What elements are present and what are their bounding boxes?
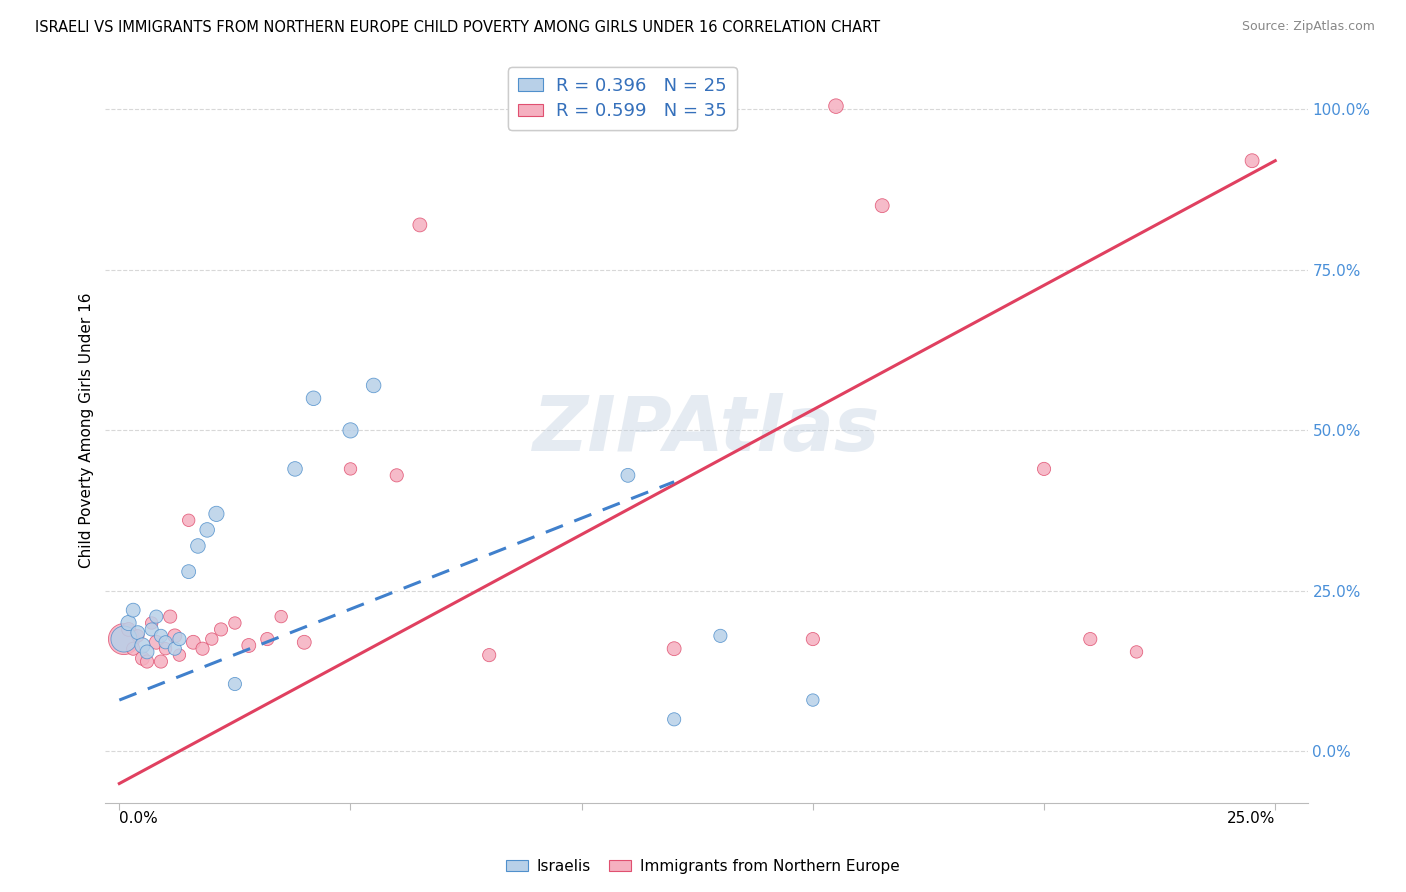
Point	[1078, 632, 1101, 646]
Point	[1125, 645, 1147, 659]
Point	[117, 615, 139, 630]
Point	[112, 632, 135, 646]
Point	[145, 635, 167, 649]
Point	[141, 623, 163, 637]
Text: 25.0%: 25.0%	[1227, 811, 1275, 825]
Point	[825, 99, 848, 113]
Point	[169, 632, 191, 646]
Point	[169, 648, 191, 662]
Point	[127, 629, 149, 643]
Point	[339, 462, 361, 476]
Point	[136, 655, 159, 669]
Point	[409, 218, 432, 232]
Point	[302, 392, 325, 406]
Point	[209, 623, 232, 637]
Point	[163, 641, 186, 656]
Point	[201, 632, 224, 646]
Point	[709, 629, 731, 643]
Point	[112, 632, 135, 646]
Point	[122, 603, 145, 617]
Point	[131, 651, 153, 665]
Point	[224, 677, 246, 691]
Point	[117, 623, 139, 637]
Point	[205, 507, 228, 521]
Point	[662, 712, 685, 726]
Point	[1241, 153, 1264, 168]
Point	[181, 635, 204, 649]
Point	[801, 693, 824, 707]
Point	[270, 609, 292, 624]
Point	[187, 539, 209, 553]
Point	[149, 655, 172, 669]
Point	[159, 609, 181, 624]
Point	[136, 645, 159, 659]
Legend: R = 0.396   N = 25, R = 0.599   N = 35: R = 0.396 N = 25, R = 0.599 N = 35	[508, 67, 737, 130]
Point	[256, 632, 278, 646]
Point	[122, 641, 145, 656]
Point	[339, 424, 361, 438]
Point	[177, 513, 200, 527]
Text: ZIPAtlas: ZIPAtlas	[533, 393, 880, 467]
Point	[1033, 462, 1056, 476]
Point	[177, 565, 200, 579]
Point	[662, 641, 685, 656]
Point	[163, 629, 186, 643]
Point	[155, 635, 177, 649]
Text: ISRAELI VS IMMIGRANTS FROM NORTHERN EUROPE CHILD POVERTY AMONG GIRLS UNDER 16 CO: ISRAELI VS IMMIGRANTS FROM NORTHERN EURO…	[35, 20, 880, 35]
Point	[801, 632, 824, 646]
Point	[131, 639, 153, 653]
Legend: Israelis, Immigrants from Northern Europe: Israelis, Immigrants from Northern Europ…	[501, 853, 905, 880]
Point	[478, 648, 501, 662]
Point	[149, 629, 172, 643]
Point	[127, 625, 149, 640]
Point	[238, 639, 260, 653]
Point	[191, 641, 214, 656]
Point	[145, 609, 167, 624]
Point	[870, 199, 893, 213]
Point	[224, 615, 246, 630]
Point	[155, 641, 177, 656]
Point	[141, 615, 163, 630]
Point	[284, 462, 307, 476]
Point	[195, 523, 218, 537]
Point	[363, 378, 385, 392]
Point	[385, 468, 408, 483]
Point	[292, 635, 315, 649]
Point	[617, 468, 640, 483]
Y-axis label: Child Poverty Among Girls Under 16: Child Poverty Among Girls Under 16	[79, 293, 94, 568]
Text: Source: ZipAtlas.com: Source: ZipAtlas.com	[1241, 20, 1375, 33]
Text: 0.0%: 0.0%	[120, 811, 157, 825]
